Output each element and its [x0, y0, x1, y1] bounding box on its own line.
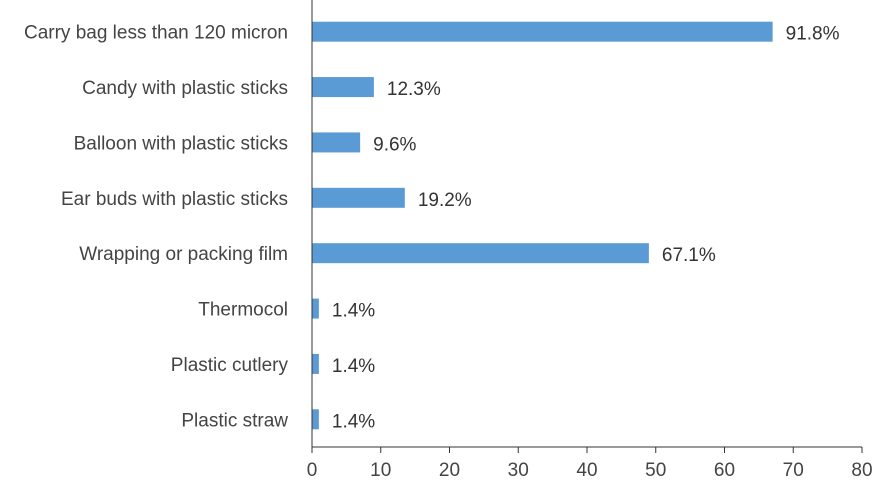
bar	[312, 77, 374, 98]
data-label: 12.3%	[387, 79, 441, 100]
data-label: 91.8%	[786, 24, 840, 45]
x-ticks-group: 0 10 20 30 40 50 60 70 80	[307, 447, 873, 481]
bar	[312, 132, 361, 153]
x-tick-label: 20	[439, 460, 460, 481]
bar	[312, 243, 649, 264]
category-label: Plastic cutlery	[171, 355, 289, 376]
x-tick-label: 0	[307, 460, 318, 481]
data-label: 1.4%	[332, 301, 375, 322]
category-label: Carry bag less than 120 micron	[24, 23, 288, 44]
data-label: 1.4%	[332, 411, 375, 432]
x-tick-label: 10	[370, 460, 391, 481]
bar	[312, 409, 319, 430]
category-label: Thermocol	[198, 300, 288, 321]
category-label: Candy with plastic sticks	[82, 78, 288, 99]
category-label: Balloon with plastic sticks	[74, 133, 288, 154]
bars-group	[312, 21, 773, 430]
x-tick-label: 80	[851, 460, 872, 481]
data-label: 67.1%	[662, 245, 716, 266]
data-label: 9.6%	[373, 134, 416, 155]
data-labels-group: 91.8% 12.3% 9.6% 19.2% 67.1% 1.4% 1.4% 1.4%	[332, 24, 840, 433]
bar	[312, 187, 405, 208]
category-label: Ear buds with plastic sticks	[61, 189, 288, 210]
x-tick-label: 60	[714, 460, 735, 481]
bar	[312, 298, 319, 319]
category-label: Plastic straw	[181, 410, 288, 431]
x-tick-label: 30	[508, 460, 529, 481]
category-label: Wrapping or packing film	[79, 244, 288, 265]
bar	[312, 353, 319, 374]
category-labels-group: Carry bag less than 120 micron Candy with…	[24, 23, 289, 432]
x-tick-label: 40	[576, 460, 597, 481]
x-tick-label: 70	[783, 460, 804, 481]
x-tick-label: 50	[645, 460, 666, 481]
data-label: 1.4%	[332, 356, 375, 377]
bar	[312, 21, 773, 42]
data-label: 19.2%	[418, 190, 472, 211]
